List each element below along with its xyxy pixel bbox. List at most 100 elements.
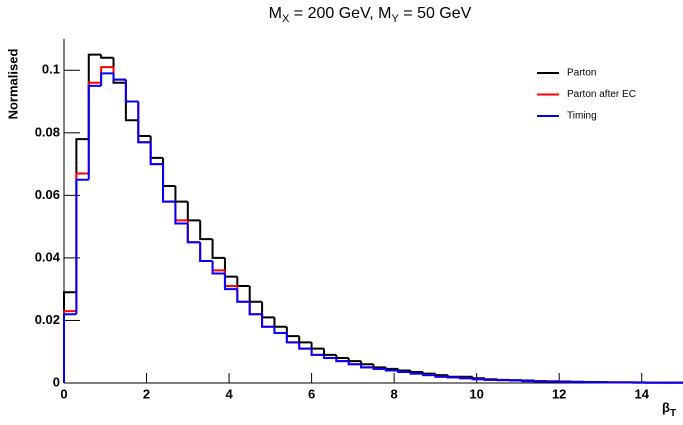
title-sub: Y <box>391 13 399 25</box>
histogram-bin <box>174 201 188 222</box>
histogram-bin <box>310 342 324 350</box>
histogram-bin <box>112 67 126 81</box>
histogram-bin <box>360 361 374 366</box>
histogram-bin <box>397 370 411 374</box>
histogram-bin <box>174 185 188 203</box>
histogram-bin <box>422 372 436 375</box>
histogram-bin <box>211 261 225 272</box>
histogram-bin <box>75 172 89 312</box>
histogram-bin <box>162 157 176 187</box>
x-tick-label: 4 <box>225 386 233 401</box>
title-part: M <box>269 5 282 22</box>
y-tick-label: 0 <box>53 374 60 389</box>
histogram-bin <box>149 135 164 159</box>
histogram-bin <box>471 378 485 381</box>
x-label-sub: T <box>670 408 676 419</box>
histogram-bin <box>75 178 89 315</box>
y-axis-label: Normalised <box>5 49 20 120</box>
histogram-bin <box>285 326 300 338</box>
histogram-bin <box>87 53 102 140</box>
histogram-bin <box>211 261 225 275</box>
histogram-bin <box>261 301 275 319</box>
histogram-bin <box>322 348 337 356</box>
x-tick-label: 0 <box>60 386 67 401</box>
histogram-bin <box>248 301 263 316</box>
title-sub: X <box>282 13 290 25</box>
histogram-bin <box>261 314 275 328</box>
histogram-bin <box>63 291 77 383</box>
histogram-bin <box>384 368 399 372</box>
x-tick-label: 12 <box>552 386 566 401</box>
histogram-bin <box>335 354 349 359</box>
histogram-bin <box>322 354 337 359</box>
histogram-bin <box>223 257 238 278</box>
histogram-bin <box>248 286 263 303</box>
y-tick-label: 0.06 <box>35 187 60 202</box>
y-tick-label: 0.1 <box>42 62 60 77</box>
histogram-bin <box>310 348 324 356</box>
histogram-bin <box>149 142 164 166</box>
histogram-bin <box>112 73 126 81</box>
histogram-bin <box>273 317 287 328</box>
histogram-bin <box>434 373 448 377</box>
histogram-bin <box>483 378 498 381</box>
histogram-bin <box>384 367 399 370</box>
histogram-bin <box>149 142 164 166</box>
histogram-bin <box>248 301 263 316</box>
histogram-bin <box>434 375 448 378</box>
histogram-bin <box>162 164 176 203</box>
histogram-bin <box>137 120 151 137</box>
histogram-bin <box>446 376 461 379</box>
x-tick-label: 2 <box>143 386 150 401</box>
histogram-bin <box>124 79 139 103</box>
title-part: = 50 GeV <box>399 5 472 22</box>
histogram-bin <box>100 72 114 86</box>
histogram-bin <box>285 332 300 344</box>
histogram-bin <box>372 367 386 370</box>
y-tick-label: 0.08 <box>35 124 60 139</box>
histogram-bin <box>236 276 250 288</box>
x-label-part: β <box>662 400 670 415</box>
histogram-bin <box>372 364 386 369</box>
histogram-bin <box>87 84 102 180</box>
x-tick-label: 14 <box>634 386 649 401</box>
histogram-bin <box>137 101 151 144</box>
histogram-bin <box>186 201 201 222</box>
histogram-bin <box>199 220 213 241</box>
y-tick-label: 0.02 <box>35 312 60 327</box>
x-tick-label: 10 <box>469 386 483 401</box>
x-tick-label: 8 <box>391 386 398 401</box>
y-tick-label: 0.04 <box>35 249 61 264</box>
legend-label: Timing <box>567 111 597 122</box>
histogram-bin <box>75 138 89 293</box>
histogram-bin <box>273 326 287 334</box>
histogram-bin <box>236 286 250 303</box>
histogram-bin <box>87 81 102 174</box>
histogram-bin <box>186 220 201 244</box>
histogram-bin <box>100 54 114 59</box>
histogram-bin <box>223 270 238 288</box>
histogram-bin <box>335 357 349 363</box>
histogram-bin <box>112 57 126 84</box>
title-part: = 200 GeV, M <box>289 5 391 22</box>
x-tick-label: 6 <box>308 386 315 401</box>
histogram-bin <box>162 164 176 203</box>
histogram-bin <box>409 372 424 375</box>
histogram-bin <box>422 373 436 377</box>
histogram-bin <box>261 314 275 328</box>
histogram-bin <box>186 223 201 244</box>
histogram-bin <box>223 273 238 291</box>
histogram-bin <box>124 79 139 103</box>
histogram-bin <box>199 242 213 263</box>
histogram-bin <box>347 357 362 363</box>
histogram-bin <box>211 239 225 259</box>
histogram-bin <box>521 380 535 383</box>
histogram-bin <box>236 289 250 303</box>
legend-label: Parton <box>567 68 596 79</box>
histogram-bin <box>360 364 374 369</box>
histogram-bin <box>63 313 77 383</box>
histogram-bin <box>199 242 213 263</box>
histogram-bin <box>347 361 362 366</box>
histogram-bin <box>174 201 188 225</box>
